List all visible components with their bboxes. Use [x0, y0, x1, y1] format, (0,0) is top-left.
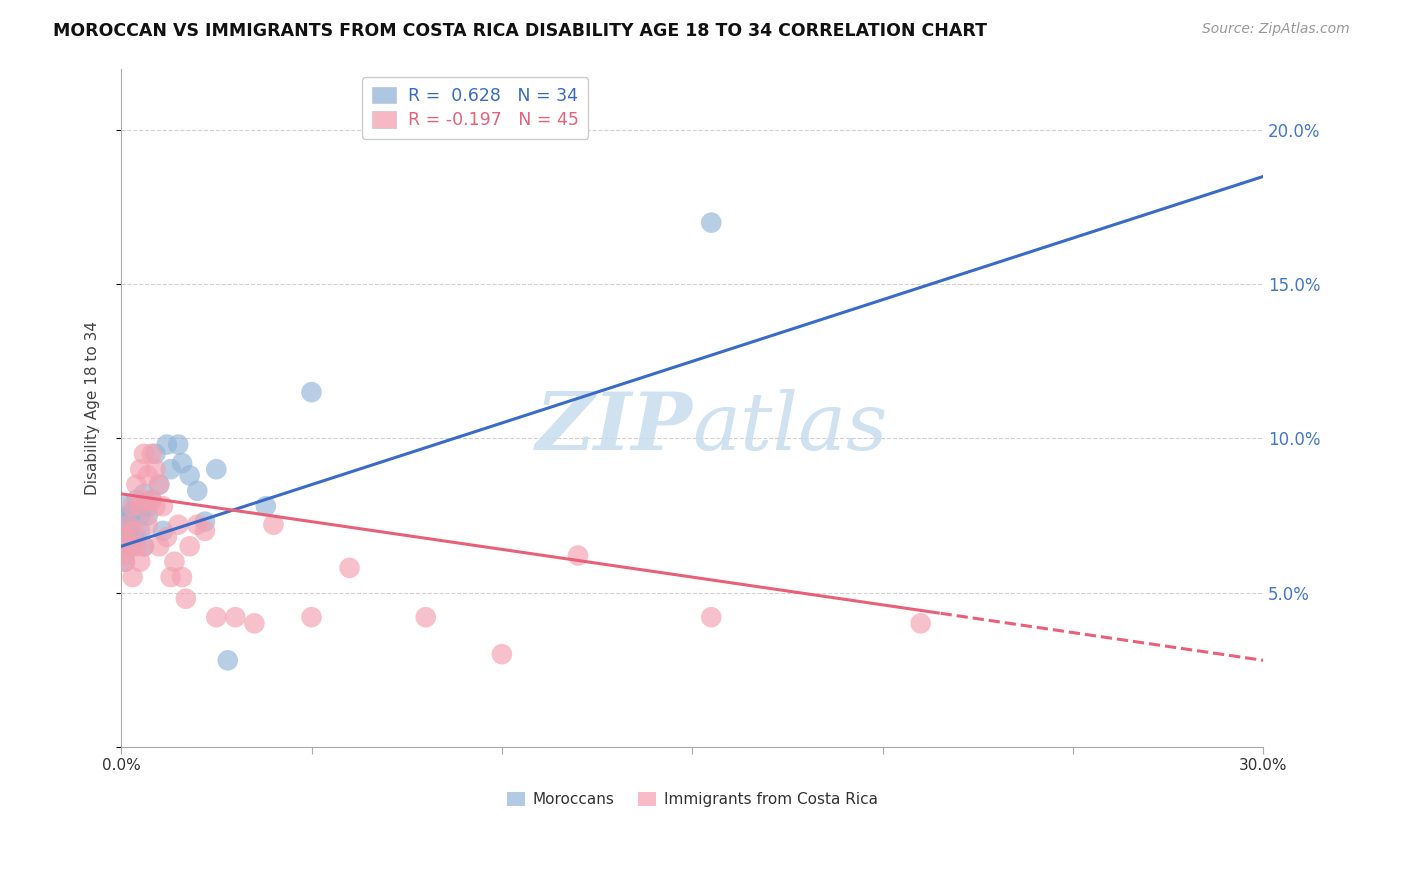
Point — [163, 555, 186, 569]
Point — [129, 524, 152, 538]
Point — [170, 456, 193, 470]
Text: Source: ZipAtlas.com: Source: ZipAtlas.com — [1202, 22, 1350, 37]
Point — [132, 539, 155, 553]
Point — [114, 555, 136, 569]
Point — [217, 653, 239, 667]
Point — [179, 539, 201, 553]
Point — [121, 505, 143, 519]
Point — [132, 487, 155, 501]
Point — [301, 385, 323, 400]
Point — [152, 500, 174, 514]
Point — [145, 447, 167, 461]
Point — [415, 610, 437, 624]
Point — [114, 555, 136, 569]
Point — [125, 539, 148, 553]
Point — [132, 493, 155, 508]
Point — [136, 508, 159, 523]
Point — [205, 610, 228, 624]
Point — [121, 524, 143, 538]
Point — [205, 462, 228, 476]
Point — [129, 555, 152, 569]
Point — [148, 477, 170, 491]
Point — [136, 468, 159, 483]
Point — [129, 462, 152, 476]
Point — [118, 539, 141, 553]
Point — [129, 500, 152, 514]
Point — [141, 447, 163, 461]
Point — [118, 508, 141, 523]
Point — [118, 517, 141, 532]
Point — [125, 477, 148, 491]
Point — [174, 591, 197, 606]
Point — [136, 517, 159, 532]
Point — [159, 462, 181, 476]
Point — [125, 493, 148, 508]
Point — [491, 647, 513, 661]
Point — [136, 500, 159, 514]
Point — [114, 500, 136, 514]
Point — [118, 530, 141, 544]
Point — [567, 549, 589, 563]
Point — [125, 530, 148, 544]
Point — [254, 500, 277, 514]
Point — [700, 216, 723, 230]
Point — [159, 570, 181, 584]
Point — [121, 539, 143, 553]
Point — [112, 511, 135, 525]
Point — [129, 508, 152, 523]
Point — [186, 483, 208, 498]
Point — [910, 616, 932, 631]
Point — [186, 517, 208, 532]
Point — [121, 500, 143, 514]
Point — [145, 500, 167, 514]
Point — [114, 530, 136, 544]
Text: atlas: atlas — [692, 389, 887, 467]
Point — [194, 515, 217, 529]
Point — [112, 549, 135, 563]
Point — [152, 524, 174, 538]
Point — [179, 468, 201, 483]
Point — [301, 610, 323, 624]
Point — [148, 477, 170, 491]
Point — [700, 610, 723, 624]
Point — [114, 524, 136, 538]
Point — [262, 517, 284, 532]
Legend: Moroccans, Immigrants from Costa Rica: Moroccans, Immigrants from Costa Rica — [501, 787, 884, 814]
Point — [121, 570, 143, 584]
Point — [148, 539, 170, 553]
Point — [156, 437, 179, 451]
Point — [339, 561, 361, 575]
Text: ZIP: ZIP — [536, 389, 692, 467]
Point — [141, 493, 163, 508]
Point — [141, 493, 163, 508]
Point — [114, 539, 136, 553]
Y-axis label: Disability Age 18 to 34: Disability Age 18 to 34 — [86, 320, 100, 494]
Point — [132, 539, 155, 553]
Point — [194, 524, 217, 538]
Point — [118, 517, 141, 532]
Point — [224, 610, 246, 624]
Text: MOROCCAN VS IMMIGRANTS FROM COSTA RICA DISABILITY AGE 18 TO 34 CORRELATION CHART: MOROCCAN VS IMMIGRANTS FROM COSTA RICA D… — [53, 22, 987, 40]
Point — [167, 437, 190, 451]
Point — [132, 447, 155, 461]
Point — [170, 570, 193, 584]
Point — [167, 517, 190, 532]
Point — [145, 462, 167, 476]
Point — [243, 616, 266, 631]
Point — [156, 530, 179, 544]
